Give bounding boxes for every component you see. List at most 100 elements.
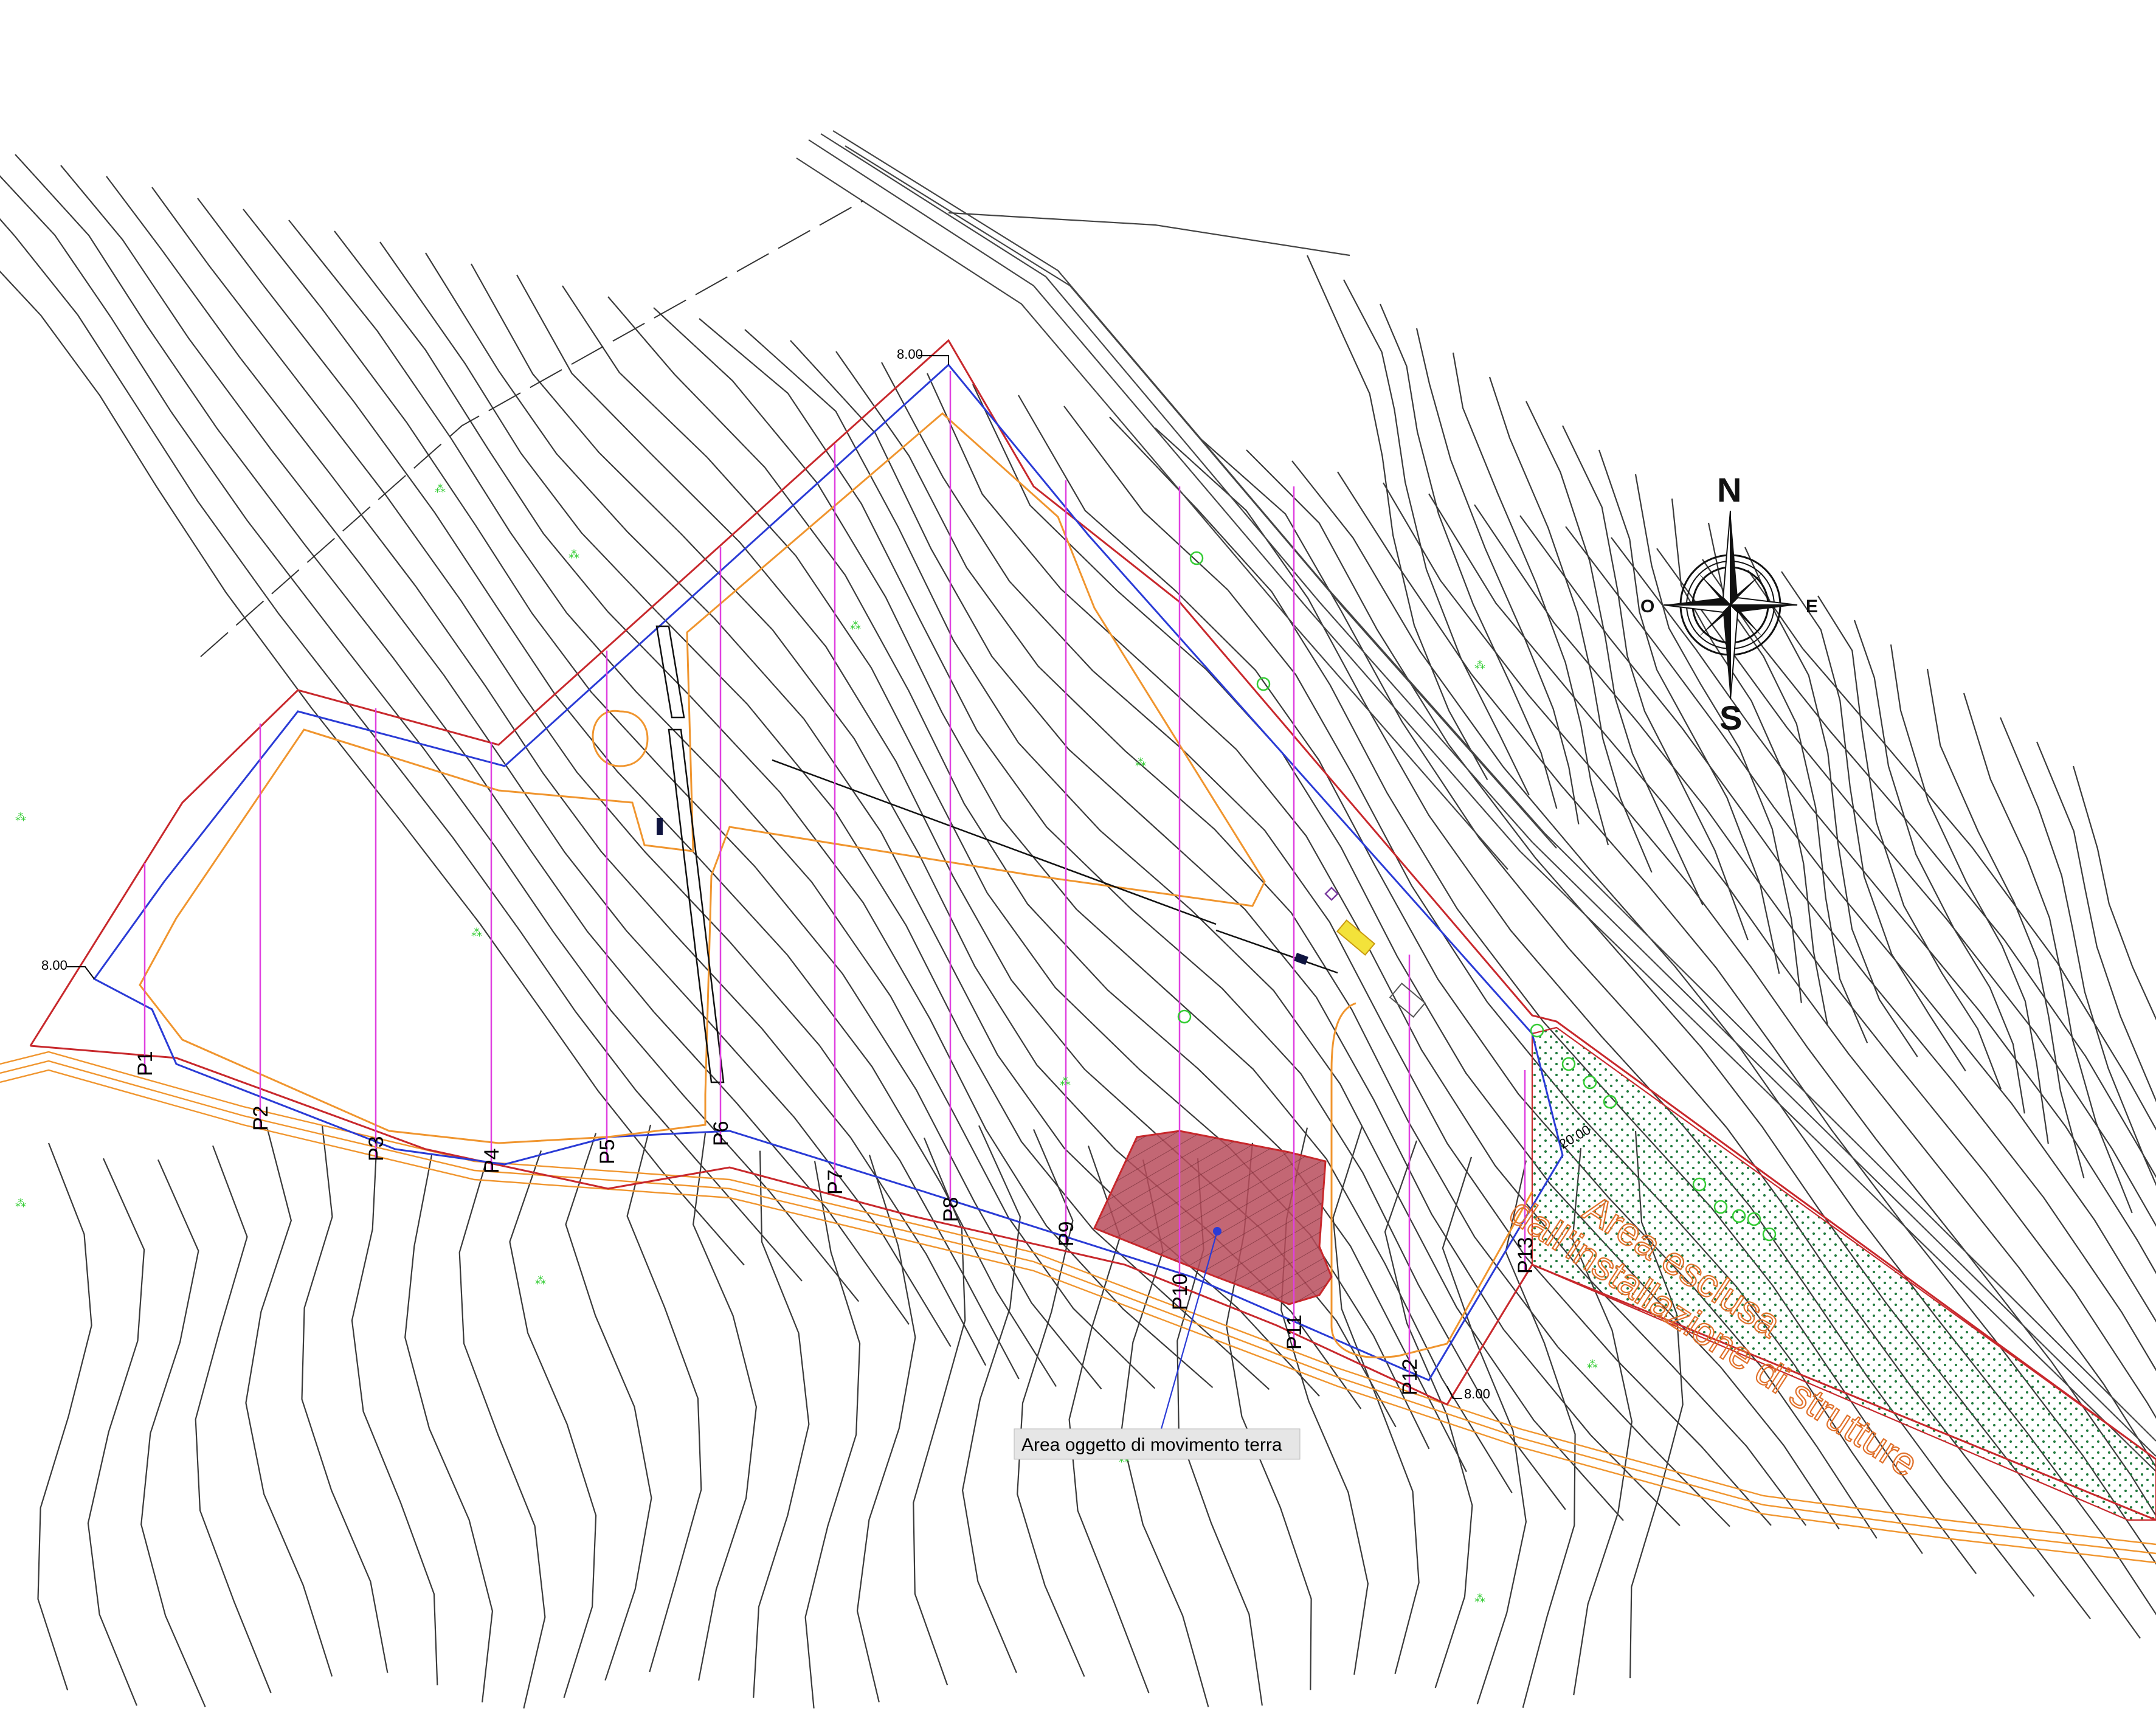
contour-line: [856, 1155, 916, 1702]
contour-line: [1853, 620, 2025, 1114]
section-label-p13: P13: [1514, 1237, 1537, 1274]
contour-line: [1488, 376, 1653, 873]
section-lines: [143, 371, 1526, 1392]
contour-line: [1702, 559, 2156, 1178]
marker-icon: [1324, 886, 1339, 901]
equipment-icon: [1389, 983, 1426, 1018]
contour-line: [1890, 644, 2049, 1144]
tree-icon: [1583, 1075, 1597, 1090]
tree-icon: [1713, 1200, 1728, 1214]
grass-icon: ⁂: [568, 548, 579, 561]
contour-line: [37, 1142, 92, 1691]
contour-line: [195, 1145, 272, 1693]
service-road: [655, 625, 1338, 1083]
tree-icon: [1256, 677, 1271, 691]
tree-icon: [1692, 1177, 1707, 1192]
dimension-west-corner: 8.00: [41, 958, 67, 973]
tree-icon: [1603, 1094, 1617, 1109]
section-label-p12: P12: [1398, 1359, 1422, 1396]
section-label-p1: P1: [134, 1051, 157, 1076]
tree-icon: [1732, 1209, 1746, 1223]
contour-line: [790, 340, 1681, 1527]
compass-west: O: [1640, 596, 1654, 617]
compass-rose: N S E O: [1640, 471, 1818, 737]
contour-line: [106, 176, 987, 1366]
contour-line: [1926, 668, 2085, 1178]
section-label-p7: P7: [824, 1169, 847, 1195]
callout-box: [1014, 1428, 1301, 1460]
contour-line: [1671, 498, 1829, 1026]
grass-icon: ⁂: [1135, 756, 1146, 769]
substation-features: [657, 818, 1426, 1018]
contour-line: [1565, 526, 2156, 1323]
grass-icon: ⁂: [15, 1197, 26, 1210]
grass-icon: ⁂: [1474, 1592, 1485, 1605]
contour-line: [1562, 425, 1749, 941]
dimension-south-east: 8.00: [1464, 1386, 1490, 1401]
compass-north: N: [1717, 471, 1741, 509]
contour-line: [1379, 303, 1558, 809]
contour-line: [1442, 1156, 1527, 1705]
contour-line: [1744, 547, 1918, 1057]
contour-line: [1963, 693, 2133, 1214]
contour-line: [692, 1133, 758, 1681]
contour-line: [1018, 395, 1878, 1539]
contour-line: [0, 271, 745, 1266]
contour-line: [565, 1133, 652, 1681]
section-label-p2: P2: [249, 1105, 272, 1131]
contour-line: [1999, 717, 2156, 1186]
contour-line: [2072, 765, 2156, 1021]
tree-icon: [1762, 1227, 1777, 1242]
contour-line: [15, 154, 910, 1325]
contour-line: [1634, 474, 1802, 1003]
ridge-line-bundle: [796, 130, 2156, 1472]
contour-line: [151, 187, 1020, 1380]
grass-icon: ⁂: [850, 620, 861, 632]
contour-line: [60, 165, 952, 1347]
contour-line: [1611, 537, 2156, 1274]
contour-line: [1343, 279, 1530, 795]
contour-line: [881, 362, 1772, 1526]
contour-line: [1598, 449, 1780, 974]
transformer-icon: [1336, 919, 1376, 956]
contour-line: [753, 1150, 810, 1698]
contour-line: [1656, 548, 2156, 1227]
callout-label: Area oggetto di movimento terra: [1021, 1435, 1282, 1455]
contour-line: [699, 318, 1566, 1510]
dashed-axis-line: [200, 200, 864, 657]
section-label-p6: P6: [710, 1121, 733, 1146]
contour-line: [1384, 1140, 1473, 1688]
compass-east: E: [1806, 596, 1818, 617]
vegetation-markers: ⁂⁂⁂⁂⁂⁂⁂⁂⁂⁂⁂⁂⁂: [15, 483, 1777, 1605]
tree-icon: [1747, 1212, 1761, 1226]
section-label-p10: P10: [1169, 1274, 1192, 1311]
earthwork-callout: Area oggetto di movimento terra: [1014, 1227, 1301, 1460]
contour-lines: [0, 154, 2156, 1709]
tree-icon: [1177, 1009, 1192, 1024]
contour-line: [301, 1125, 389, 1673]
contour-line: [288, 219, 1156, 1389]
tree-icon: [1189, 551, 1204, 565]
contour-line: [404, 1155, 494, 1702]
compass-south: S: [1719, 699, 1742, 737]
contour-line: [1519, 515, 2156, 1372]
contour-line: [961, 1125, 1021, 1673]
contour-line: [744, 329, 1624, 1521]
contour-line: [835, 351, 1730, 1527]
grass-icon: ⁂: [471, 927, 482, 939]
section-label-p8: P8: [939, 1197, 962, 1222]
contour-line: [626, 1124, 702, 1673]
contour-line: [509, 1150, 597, 1698]
contour-line: [1017, 1129, 1085, 1677]
cabin-icon: [657, 818, 663, 835]
internal-road: [139, 412, 1533, 1359]
fence-line: [92, 363, 1564, 1381]
dimension-nw-peak: 8.00: [897, 347, 923, 362]
southern-road: [0, 1051, 2156, 1564]
grass-icon: ⁂: [1474, 659, 1485, 672]
grass-icon: ⁂: [535, 1274, 546, 1287]
property-boundary: [29, 339, 2156, 1521]
grass-icon: ⁂: [1060, 1076, 1071, 1088]
contour-line: [458, 1161, 546, 1709]
